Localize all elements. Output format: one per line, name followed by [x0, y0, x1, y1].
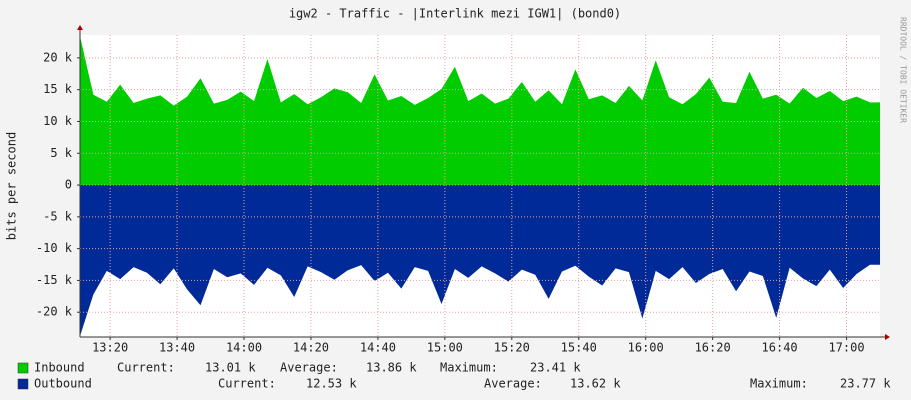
area [80, 185, 880, 337]
x-tick-label: 15:20 [494, 341, 530, 355]
x-tick-label: 13:40 [159, 341, 195, 355]
y-tick-label: -10 k [36, 241, 73, 255]
x-tick-label: 14:40 [360, 341, 396, 355]
legend-stat-label: Current: [218, 377, 276, 391]
y-tick-label: 10 k [43, 114, 73, 128]
legend-stat-label: Average: [280, 361, 338, 375]
y-tick-label: 20 k [43, 50, 73, 64]
area [80, 36, 880, 186]
y-tick-label: 5 k [50, 146, 72, 160]
legend-stat-label: Maximum: [750, 377, 808, 391]
legend-stat-label: Maximum: [440, 361, 498, 375]
y-tick-label: 15 k [43, 82, 73, 96]
legend-label: Inbound [34, 361, 85, 375]
x-tick-label: 17:00 [828, 341, 864, 355]
y-tick-label: -20 k [36, 305, 73, 319]
legend-stat-value: 12.53 k [306, 377, 357, 391]
legend-stat-value: 13.62 k [570, 377, 621, 391]
x-tick-label: 15:40 [561, 341, 597, 355]
x-tick-label: 16:20 [695, 341, 731, 355]
legend-stat-value: 13.01 k [205, 361, 256, 375]
axis-arrow [77, 25, 83, 30]
y-tick-label: 0 [65, 178, 72, 192]
y-tick-label: -15 k [36, 273, 73, 287]
legend-stat-value: 13.86 k [366, 361, 417, 375]
legend-stat-label: Current: [117, 361, 175, 375]
watermark: RRDTOOL / TOBI OETIKER [899, 17, 908, 123]
x-tick-label: 14:00 [226, 341, 262, 355]
y-axis-label: bits per second [5, 132, 19, 240]
axis-arrow [885, 334, 890, 340]
legend-label: Outbound [34, 377, 92, 391]
legend-swatch [17, 378, 29, 390]
x-tick-label: 16:00 [628, 341, 664, 355]
chart-title: igw2 - Traffic - |Interlink mezi IGW1| (… [289, 7, 621, 21]
legend-swatch [17, 362, 29, 374]
legend-stat-value: 23.77 k [840, 377, 891, 391]
legend-stat-value: 23.41 k [530, 361, 581, 375]
x-tick-label: 13:20 [92, 341, 128, 355]
y-tick-label: -5 k [43, 209, 73, 223]
x-tick-label: 14:20 [293, 341, 329, 355]
x-tick-label: 15:00 [427, 341, 463, 355]
x-tick-label: 16:40 [762, 341, 798, 355]
legend-stat-label: Average: [484, 377, 542, 391]
